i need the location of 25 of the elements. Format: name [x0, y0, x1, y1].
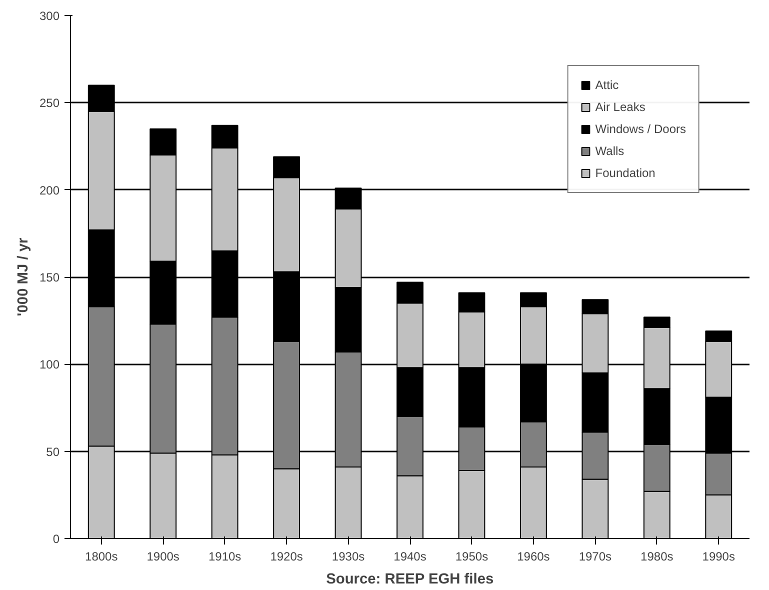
- x-axis-title: Source: REEP EGH files: [326, 572, 494, 588]
- x-tick-label: 1910s: [208, 550, 242, 564]
- y-tick-label: 250: [39, 96, 60, 110]
- x-tick-label: 1920s: [270, 550, 303, 564]
- x-tick-label: 1950s: [455, 550, 488, 564]
- y-tick-label: 100: [39, 358, 60, 372]
- y-tick-label: 0: [52, 532, 60, 546]
- x-tick-label: 1800s: [85, 550, 118, 564]
- legend-label: Air Leaks: [595, 100, 646, 114]
- legend-label: Foundation: [595, 166, 656, 180]
- y-tick-label: 150: [39, 270, 60, 284]
- x-tick-label: 1900s: [146, 550, 180, 564]
- x-tick-label: 1930s: [332, 550, 365, 564]
- x-tick-label: 1990s: [702, 550, 735, 564]
- x-tick-label: 1960s: [517, 550, 550, 564]
- legend-label: Windows / Doors: [595, 122, 686, 136]
- y-axis-title: '000 MJ / yr: [15, 237, 32, 316]
- x-tick-label: 1940s: [394, 550, 426, 564]
- legend-label: Attic: [595, 78, 619, 92]
- y-tick-label: 300: [39, 9, 60, 23]
- legend-label: Walls: [595, 144, 624, 158]
- y-tick-label: 200: [39, 183, 60, 198]
- x-tick-label: 1970s: [578, 550, 612, 564]
- y-tick-label: 50: [46, 444, 60, 459]
- x-tick-label: 1980s: [640, 550, 674, 564]
